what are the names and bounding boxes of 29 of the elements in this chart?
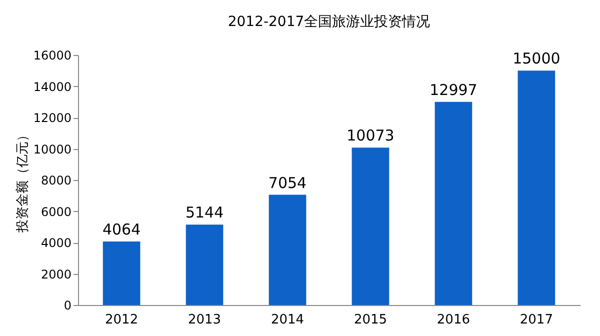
x-tick-label: 2012 [105,312,138,328]
y-tick-label: 14000 [33,80,72,94]
y-tick-label: 10000 [33,142,72,156]
y-tick-label: 0 [64,298,72,312]
y-tick-label: 6000 [40,204,72,219]
y-tick-label: 12000 [33,111,72,125]
x-tick-label: 2017 [520,312,553,328]
chart-title: 2012-2017全国旅游业投资情况 [228,14,430,30]
bar [268,194,306,305]
data-label: 12997 [430,80,478,99]
x-tick-label: 2014 [270,312,304,328]
bar [102,242,140,305]
y-tick-label: 16000 [33,48,72,62]
y-axis-title: 投资金额（亿元） [15,128,30,234]
bar [352,148,390,305]
data-label: 7054 [268,174,307,192]
y-tick-label: 2000 [40,267,72,282]
data-label: 15000 [512,50,560,68]
bar [434,102,472,305]
x-tick-label: 2013 [188,312,222,328]
data-label: 10073 [346,126,394,145]
bar [186,224,224,305]
data-label: 5144 [185,204,224,222]
y-tick-label: 4000 [40,236,72,250]
x-tick-label: 2015 [354,312,388,328]
y-tick-label: 8000 [40,174,72,188]
data-label: 4064 [102,220,141,238]
x-tick-label: 2016 [436,312,470,328]
bar [518,70,556,305]
